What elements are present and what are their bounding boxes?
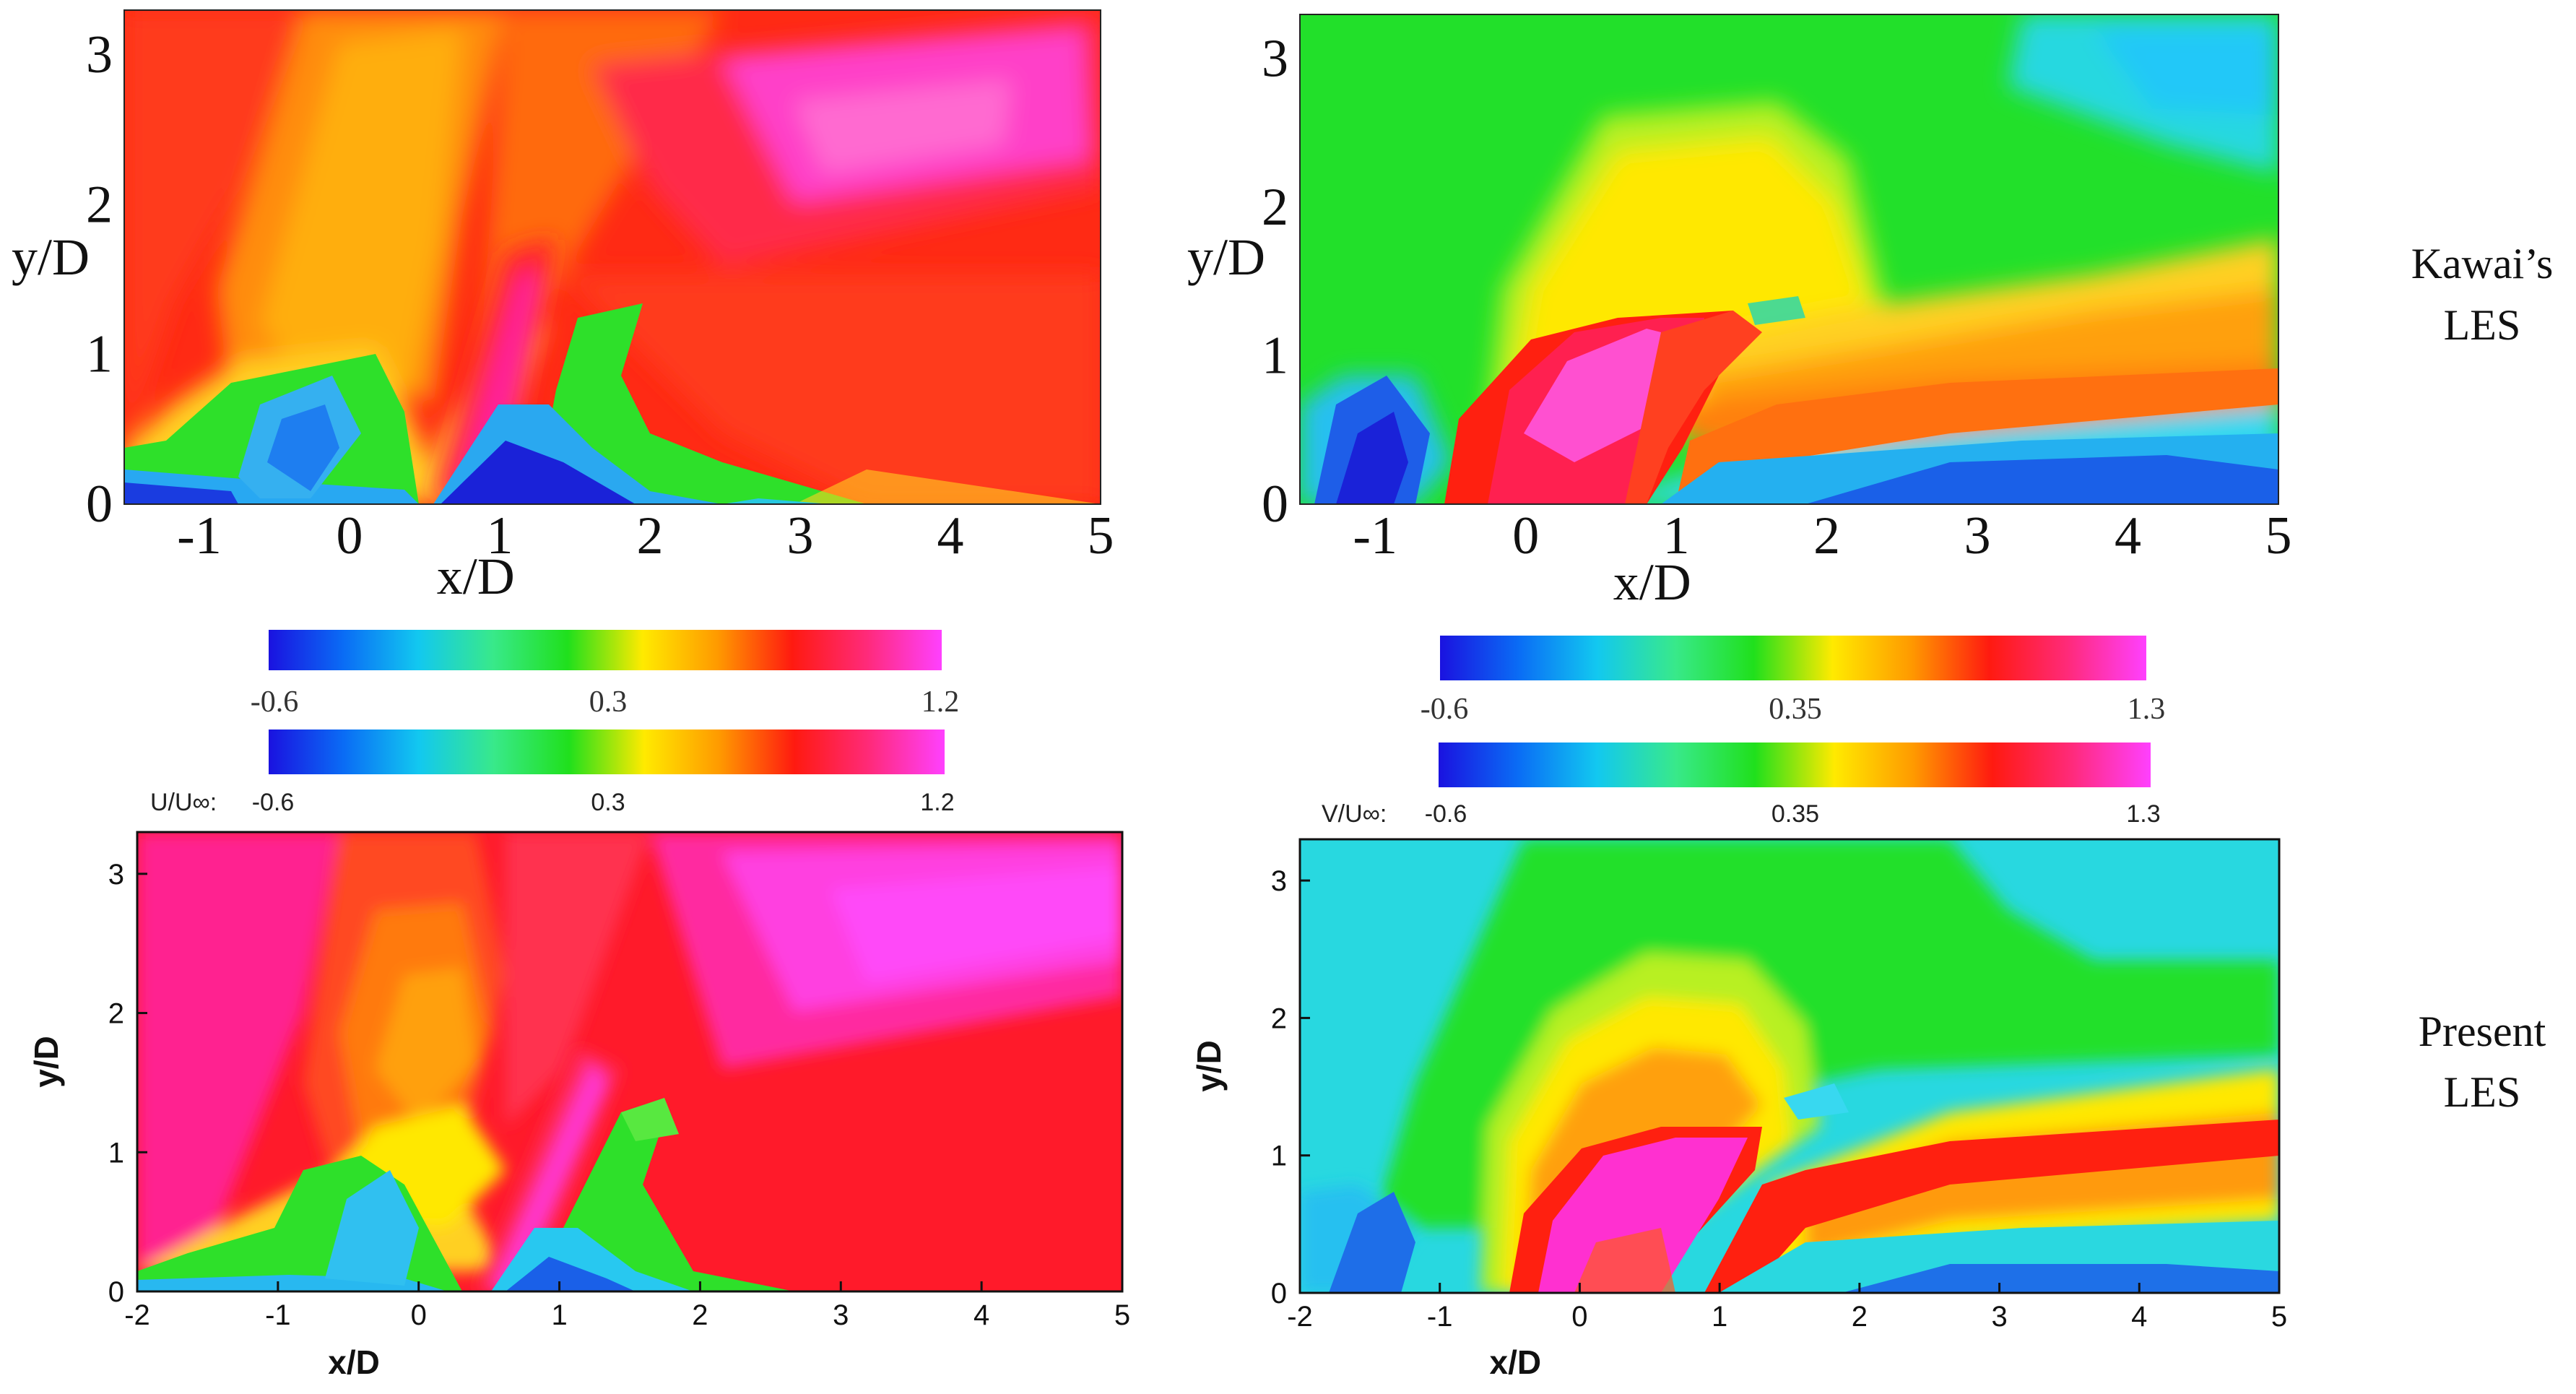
x-tick-label: 1 [487,506,513,566]
colorbar-tick-mid: 0.3 [589,685,628,719]
row-label-present: Present LES [2419,1008,2546,1116]
colorbar-tick-mid: 0.3 [591,789,625,816]
contour-field-present-u [137,832,1122,1291]
x-tick-label: 1 [551,1299,567,1331]
x-axis-label: x/D [328,1343,380,1381]
contour-field-kawai-u [124,10,1101,504]
x-tick-label: 2 [1852,1301,1868,1333]
x-tick-label: -2 [1287,1301,1313,1333]
y-axis-label: y/D [27,1036,65,1088]
colorbar-tick-min: -0.6 [1425,800,1467,828]
axes-present-u: -2 -1 0 1 2 3 4 5 0 1 2 3 x/D y/D [27,859,1130,1381]
y-tick-label: 2 [108,998,124,1030]
y-tick-label: 0 [86,475,113,534]
colorbar-tick-max: 1.2 [921,685,960,719]
x-tick-label: 2 [1813,506,1840,566]
x-axis-label: x/D [1490,1343,1542,1381]
colorbar-tick-min: -0.6 [251,685,299,719]
y-tick-label: 0 [1262,475,1288,534]
row-label-line-2: LES [2444,1068,2521,1116]
y-tick-label: 2 [86,175,113,234]
panel-present-u: -2 -1 0 1 2 3 4 5 0 1 2 3 x/D y/D [27,831,1130,1381]
x-tick-label: 0 [1571,1301,1587,1333]
x-tick-label: 4 [973,1299,989,1331]
axes-kawai-v: -1 0 1 2 3 4 5 0 1 2 3 x/D y/D [1187,30,2292,611]
row-label-line-1: Present [2419,1008,2546,1055]
y-axis-label: y/D [1187,228,1265,286]
y-axis-label: y/D [12,228,90,286]
panel-kawai-u: -1 0 1 2 3 4 5 0 1 2 3 x/D y/D [12,9,1114,605]
x-tick-label: 0 [337,506,363,566]
colorbar-tick-mid: 0.35 [1771,800,1819,828]
colorbar-u-present: U/U∞: -0.6 0.3 1.2 [150,730,955,816]
x-tick-label: 2 [692,1299,708,1331]
x-axis-label: x/D [437,547,515,605]
x-tick-label: 5 [2271,1301,2287,1333]
x-tick-label: 1 [1663,506,1690,566]
x-tick-label: 4 [2115,506,2141,566]
y-tick-label: 1 [86,325,113,384]
x-tick-label: 1 [1712,1301,1727,1333]
colorbar-tick-mid: 0.35 [1769,693,1822,726]
colorbar-variable-label: U/U∞: [150,789,217,816]
x-tick-label: 5 [2265,506,2292,566]
colorbar-v-present: V/U∞: -0.6 0.35 1.3 [1322,743,2161,828]
y-tick-label: 0 [1271,1278,1287,1309]
x-tick-label: 3 [1991,1301,2007,1333]
row-label-line-1: Kawai’s [2411,240,2554,287]
x-tick-label: 5 [1088,506,1114,566]
colorbar-tick-max: 1.3 [2128,693,2166,726]
x-tick-label: -1 [265,1299,291,1331]
x-tick-label: -1 [177,506,222,566]
y-tick-label: 3 [1262,30,1288,89]
y-tick-label: 0 [108,1276,124,1308]
x-tick-label: 3 [1964,506,1991,566]
y-tick-label: 2 [1262,178,1288,237]
row-label-line-2: LES [2444,301,2521,349]
x-tick-label: 3 [787,506,814,566]
x-tick-label: -1 [1353,506,1397,566]
colorbar-tick-max: 1.2 [920,789,954,816]
y-tick-label: 2 [1271,1003,1287,1034]
colorbar-u-kawai: -0.6 0.3 1.2 [251,630,960,719]
x-tick-label: 2 [637,506,664,566]
y-tick-label: 1 [1271,1140,1287,1172]
x-tick-label: 0 [1512,506,1539,566]
x-tick-label: -2 [124,1299,150,1331]
colorbar-variable-label: V/U∞: [1322,800,1387,828]
y-tick-label: 3 [86,25,113,85]
y-axis-label: y/D [1190,1040,1228,1092]
x-tick-label: 4 [2131,1301,2147,1333]
x-tick-label: 4 [937,506,964,566]
y-tick-label: 3 [108,859,124,891]
panel-kawai-v: -1 0 1 2 3 4 5 0 1 2 3 x/D y/D [1187,14,2292,611]
y-tick-label: 1 [1262,326,1288,386]
colorbar-v-kawai: -0.6 0.35 1.3 [1421,636,2166,726]
x-tick-label: 3 [833,1299,849,1331]
colorbar-tick-max: 1.3 [2126,800,2160,828]
y-tick-label: 3 [1271,865,1287,897]
colorbar-tick-min: -0.6 [252,789,295,816]
contour-field-kawai-v [1300,14,2278,504]
colorbar-tick-min: -0.6 [1421,693,1469,726]
contour-field-present-v [1300,839,2279,1293]
panel-present-v: -2 -1 0 1 2 3 4 5 0 1 2 3 x/D y/D [1190,838,2287,1381]
x-tick-label: 0 [411,1299,427,1331]
x-tick-label: -1 [1427,1301,1453,1333]
axes-present-v: -2 -1 0 1 2 3 4 5 0 1 2 3 x/D y/D [1190,865,2287,1381]
row-label-kawai: Kawai’s LES [2411,240,2554,349]
x-tick-label: 5 [1114,1299,1130,1331]
axes-kawai-u: -1 0 1 2 3 4 5 0 1 2 3 x/D y/D [12,25,1114,605]
x-axis-label: x/D [1613,553,1691,611]
y-tick-label: 1 [108,1137,124,1169]
